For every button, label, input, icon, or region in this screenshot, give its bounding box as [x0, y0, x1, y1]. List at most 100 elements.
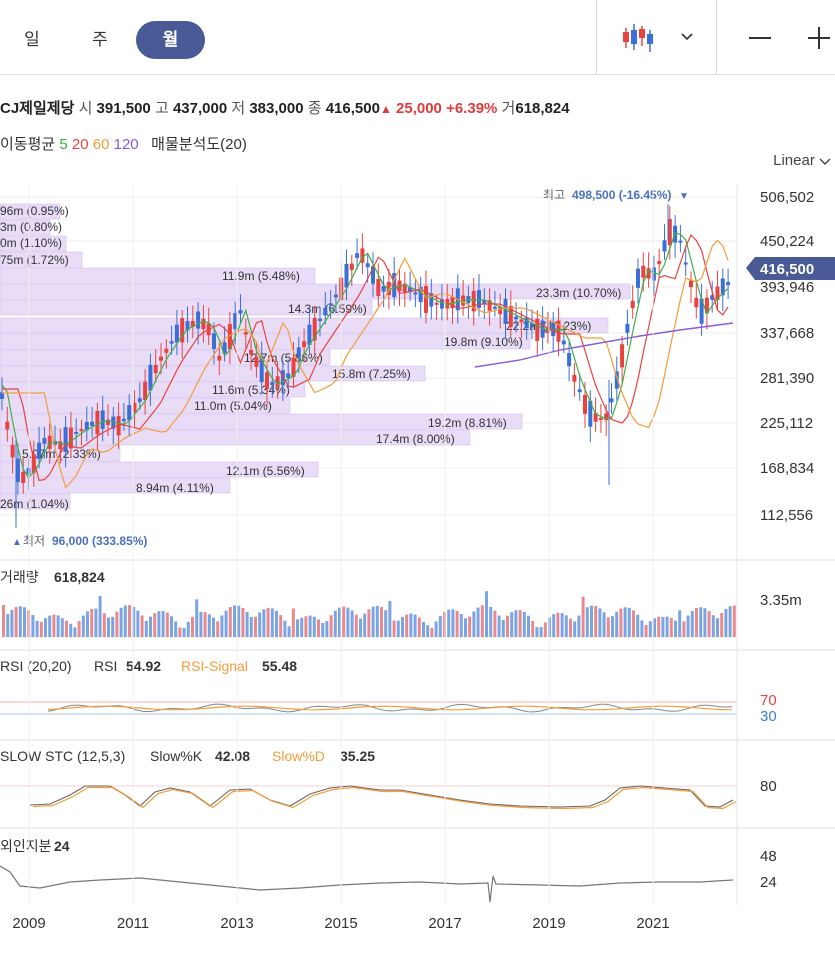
volume-bar: [308, 615, 312, 637]
current-price-value: 416,500: [760, 261, 814, 278]
volume-bar: [157, 611, 161, 637]
volume-bar: [279, 615, 283, 637]
candle-body: [291, 357, 296, 377]
candle-body: [5, 421, 10, 430]
volume-bar: [493, 610, 497, 637]
volume-bar: [577, 615, 581, 637]
candle-body: [657, 260, 662, 265]
candle-body: [503, 298, 508, 324]
candle-body: [344, 263, 349, 288]
volume-profile-label: 매물분석도(20): [151, 136, 247, 153]
volume-bar: [342, 606, 346, 637]
candle-body: [408, 287, 413, 293]
volume-profile-bar: [0, 413, 523, 430]
volume-bar: [598, 608, 602, 637]
open-value: 391,500: [96, 100, 151, 117]
candle-body: [418, 286, 423, 303]
volume-profile-bar: [0, 493, 71, 510]
foreign-panel-value: 24: [54, 838, 70, 854]
scale-mode-dropdown[interactable]: Linear: [773, 152, 831, 169]
candle-body: [95, 410, 100, 435]
candle-body: [593, 412, 598, 422]
rsi-label: RSI: [94, 658, 117, 674]
price-axis-label: 506,502: [760, 189, 814, 206]
volume-bar: [262, 609, 266, 637]
volume-bar: [396, 620, 400, 637]
volume-bar: [480, 605, 484, 637]
candle-body: [106, 419, 110, 425]
candle-body: [535, 318, 540, 341]
volume-label: 거: [501, 100, 516, 117]
candle-body: [201, 318, 206, 330]
ma-5-line: [1, 231, 729, 479]
candle-body: [376, 279, 381, 297]
ma-20-line: [2, 233, 729, 482]
volume-profile-label: 15.8m (7.25%): [332, 367, 411, 381]
volume-bar: [556, 612, 560, 637]
minus-icon[interactable]: [747, 25, 773, 51]
volume-bar: [325, 621, 329, 637]
volume-bar: [144, 620, 148, 637]
candle-body: [349, 263, 354, 270]
volume-bar: [241, 608, 245, 637]
volume-profile-label: 11.6m (5.34%): [212, 383, 290, 397]
chart-style-button[interactable]: [612, 20, 704, 56]
volume-profile-label: 5.07m (2.33%): [22, 447, 101, 461]
chart-toolbar: 일 주 월: [0, 0, 835, 75]
tab-month[interactable]: 월: [136, 21, 205, 59]
volume-bar: [39, 621, 43, 637]
volume-bar: [216, 621, 220, 637]
volume-bar: [23, 607, 26, 637]
volume-bar: [153, 613, 157, 637]
volume-bar: [359, 618, 362, 637]
plus-icon[interactable]: [806, 25, 832, 51]
volume-profile-bar: [0, 429, 471, 446]
foreign-axis-top: 48: [760, 848, 777, 865]
volume-bar: [329, 615, 333, 637]
candle-body: [286, 373, 291, 378]
candle-body: [429, 293, 434, 307]
rsi-lower-label: 30: [760, 708, 777, 725]
moving-average-legend[interactable]: 이동평균 5 20 60 120 매물분석도(20): [0, 133, 247, 154]
min-note-marker: ▲: [12, 537, 22, 548]
volume-profile-label: 19.8m (9.10%): [444, 335, 523, 349]
volume-bar: [27, 610, 31, 637]
candle-body: [551, 322, 556, 337]
candle-body: [153, 365, 158, 374]
volume-profile-label: 3m (0.80%): [0, 220, 62, 234]
foreign-panel-label: 외인지분: [0, 838, 52, 854]
volume-bar: [464, 618, 467, 637]
min-note-value: 96,000 (333.85%): [52, 534, 147, 548]
stc-k-label: Slow%K: [150, 748, 203, 764]
volume-bar: [451, 609, 455, 637]
candle-body: [302, 341, 307, 348]
high-value: 437,000: [172, 100, 228, 117]
stc-d-value: 35.25: [340, 748, 375, 764]
candle-body: [477, 290, 481, 308]
volume-profile-bar: [0, 333, 531, 350]
candle-body: [185, 321, 190, 331]
volume-bar: [384, 610, 388, 637]
candle-body: [249, 349, 254, 355]
volume-bar: [619, 608, 623, 637]
volume-profile-label: 26m (1.04%): [0, 497, 69, 511]
candle-body: [720, 278, 725, 296]
candlestick-icon: [623, 24, 653, 52]
rsi-signal-line: [47, 705, 733, 711]
volume-bar: [132, 606, 136, 637]
rsi-signal-label: RSI-Signal: [181, 658, 248, 674]
candle-body: [0, 392, 4, 399]
candle-body: [588, 400, 593, 427]
volume-profile-bar: [0, 349, 331, 366]
volume-bar: [380, 607, 383, 637]
tab-day[interactable]: 일: [24, 30, 40, 49]
tab-week[interactable]: 주: [92, 30, 108, 49]
volume-bar: [434, 621, 438, 637]
ma-120: 120: [113, 136, 139, 153]
volume-bar: [69, 623, 73, 637]
volume-profile-bar: [0, 477, 231, 494]
ma-120-line: [474, 322, 734, 368]
candle-body: [673, 225, 678, 243]
stock-info-bar: CJ제일제당 시 391,500 고 437,000 저 383,000 종 4…: [0, 97, 570, 118]
volume-bar: [258, 612, 262, 637]
